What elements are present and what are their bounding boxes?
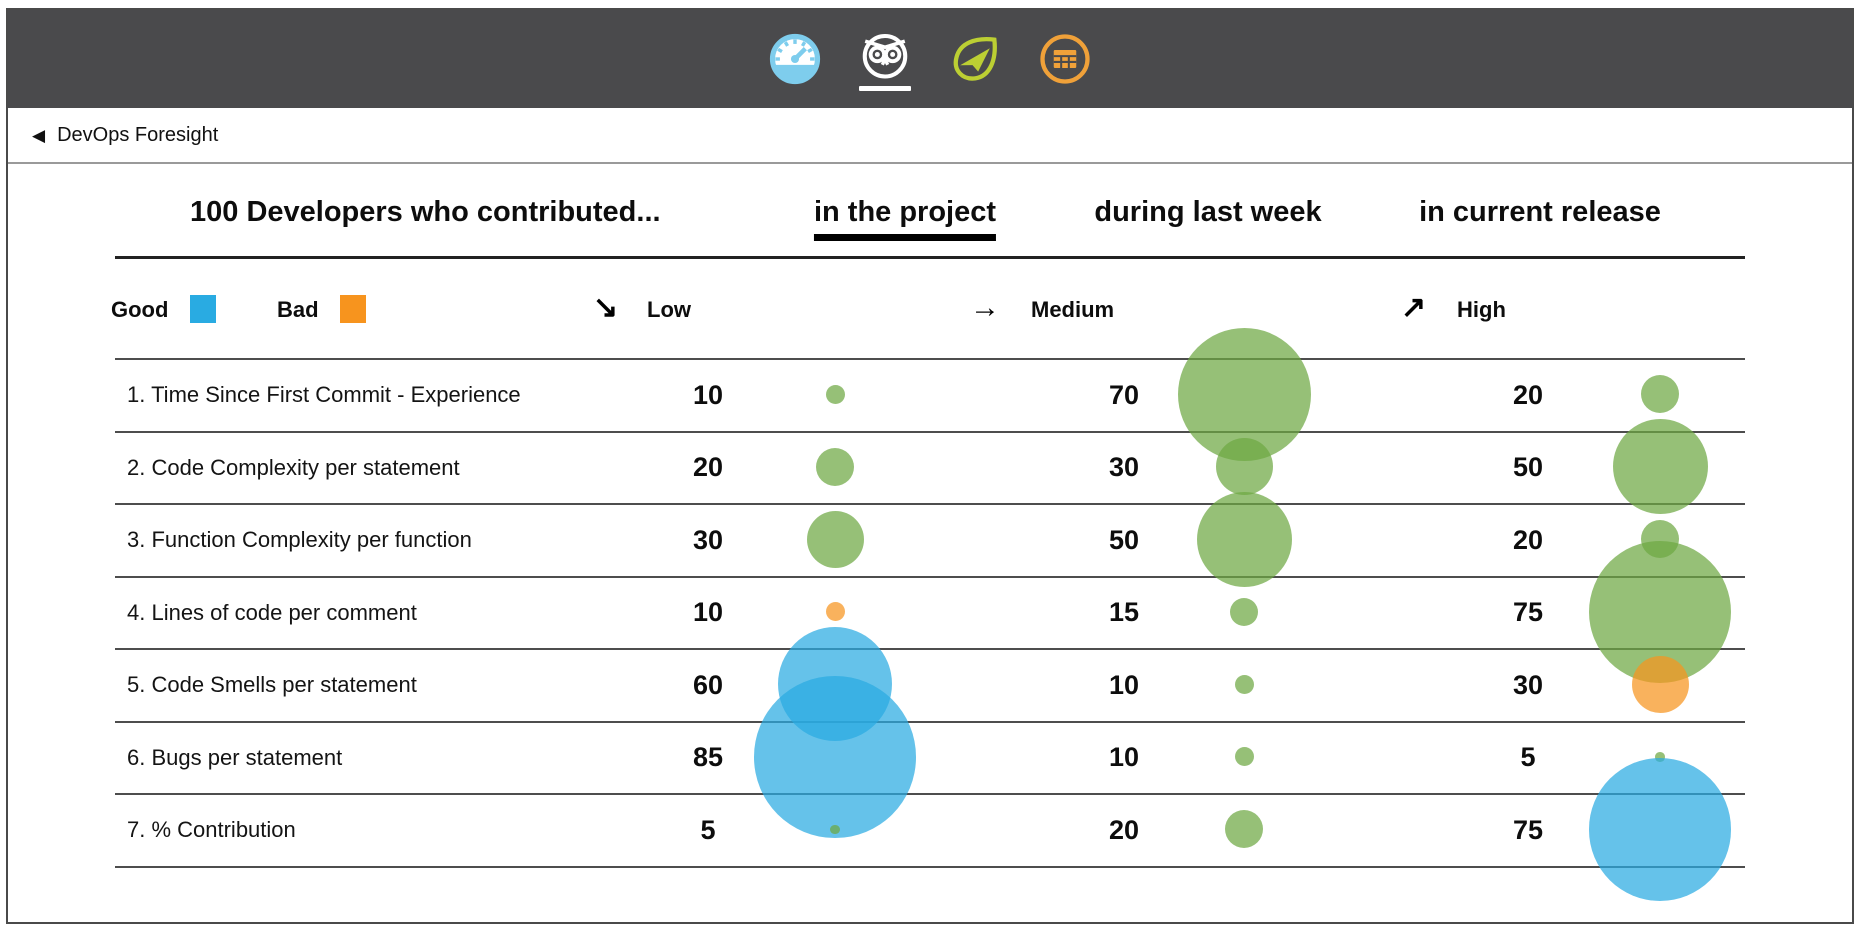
metric-value: 85 xyxy=(692,742,724,773)
tab-in-current-release[interactable]: in current release xyxy=(1419,196,1661,228)
good-color-swatch xyxy=(190,295,216,323)
arrow-right-icon: → xyxy=(970,291,1000,324)
speedometer-icon-glyph xyxy=(769,33,821,85)
table-row: 2. Code Complexity per statement 20 30 50 xyxy=(115,430,1745,504)
tab-during-last-week[interactable]: during last week xyxy=(1094,196,1322,228)
metric-label: 3. Function Complexity per function xyxy=(127,527,472,553)
table-row: 5. Code Smells per statement 60 10 30 xyxy=(115,648,1745,721)
metric-value: 30 xyxy=(1512,669,1544,700)
table-row: 6. Bugs per statement 85 10 5 xyxy=(115,720,1745,794)
app-window: ◀ DevOps Foresight 100 Developers who co… xyxy=(6,8,1854,924)
metric-label: 6. Bugs per statement xyxy=(127,744,343,770)
metric-value: 30 xyxy=(692,524,724,555)
leaf-plane-icon-glyph xyxy=(953,37,997,81)
header-divider xyxy=(115,256,1745,259)
legend-medium-label: Medium xyxy=(1031,297,1115,322)
metric-value: 30 xyxy=(1108,452,1140,483)
leaf-plane-icon[interactable] xyxy=(947,32,1003,86)
bad-color-swatch xyxy=(340,295,366,323)
metric-value: 5 xyxy=(700,814,716,845)
breadcrumb-label[interactable]: DevOps Foresight xyxy=(57,123,219,146)
metric-value: 15 xyxy=(1108,597,1140,628)
metric-value: 20 xyxy=(692,452,724,483)
metric-label: 1. Time Since First Commit - Experience xyxy=(127,382,521,408)
legend-bad-label: Bad xyxy=(277,297,319,322)
content-area: 100 Developers who contributed... in the… xyxy=(8,10,1848,918)
speedometer-icon[interactable] xyxy=(767,32,823,86)
legend-good-label: Good xyxy=(111,297,169,322)
legend-high-label: High xyxy=(1457,297,1506,322)
metric-value: 50 xyxy=(1108,524,1140,555)
table-row: 1. Time Since First Commit - Experience 1… xyxy=(115,358,1745,431)
back-icon[interactable]: ◀ xyxy=(32,125,46,145)
table-icon[interactable] xyxy=(1037,32,1093,86)
table-row: 3. Function Complexity per function 30 50 2… xyxy=(115,503,1745,576)
metric-value: 10 xyxy=(1108,669,1140,700)
metric-label: 4. Lines of code per comment xyxy=(127,599,417,625)
top-nav-bar xyxy=(8,10,1852,108)
metric-value: 75 xyxy=(1512,814,1544,845)
arrow-up-right-icon: ↗ xyxy=(1401,291,1427,324)
table-bottom-divider xyxy=(115,865,1745,868)
owl-icon-glyph xyxy=(862,33,908,79)
metric-value: 50 xyxy=(1512,452,1544,483)
breadcrumb: ◀ DevOps Foresight xyxy=(8,108,1852,164)
metric-value: 60 xyxy=(692,669,724,700)
metric-value: 10 xyxy=(1108,742,1140,773)
metric-value: 10 xyxy=(692,379,724,410)
table-row: 7. % Contribution 5 20 75 xyxy=(115,793,1745,866)
metric-value: 10 xyxy=(692,597,724,628)
metric-value: 75 xyxy=(1512,597,1544,628)
legend-low-label: Low xyxy=(647,297,691,322)
table-row: 4. Lines of code per comment 10 15 75 xyxy=(115,575,1745,649)
metric-value: 20 xyxy=(1512,379,1544,410)
metric-label: 5. Code Smells per statement xyxy=(127,672,417,698)
owl-icon[interactable] xyxy=(857,27,913,91)
metric-value: 70 xyxy=(1108,379,1140,410)
arrow-down-right-icon: ↘ xyxy=(593,291,619,324)
metric-value: 20 xyxy=(1108,814,1140,845)
table-icon-glyph xyxy=(1040,34,1090,84)
metric-value: 20 xyxy=(1512,524,1544,555)
tab-in-the-project[interactable]: in the project xyxy=(813,196,997,241)
metric-value: 5 xyxy=(1520,742,1536,773)
metric-label: 2. Code Complexity per statement xyxy=(127,454,460,480)
page-title: 100 Developers who contributed... xyxy=(190,196,661,228)
metric-label: 7. % Contribution xyxy=(127,817,296,843)
active-nav-underline xyxy=(859,86,911,91)
